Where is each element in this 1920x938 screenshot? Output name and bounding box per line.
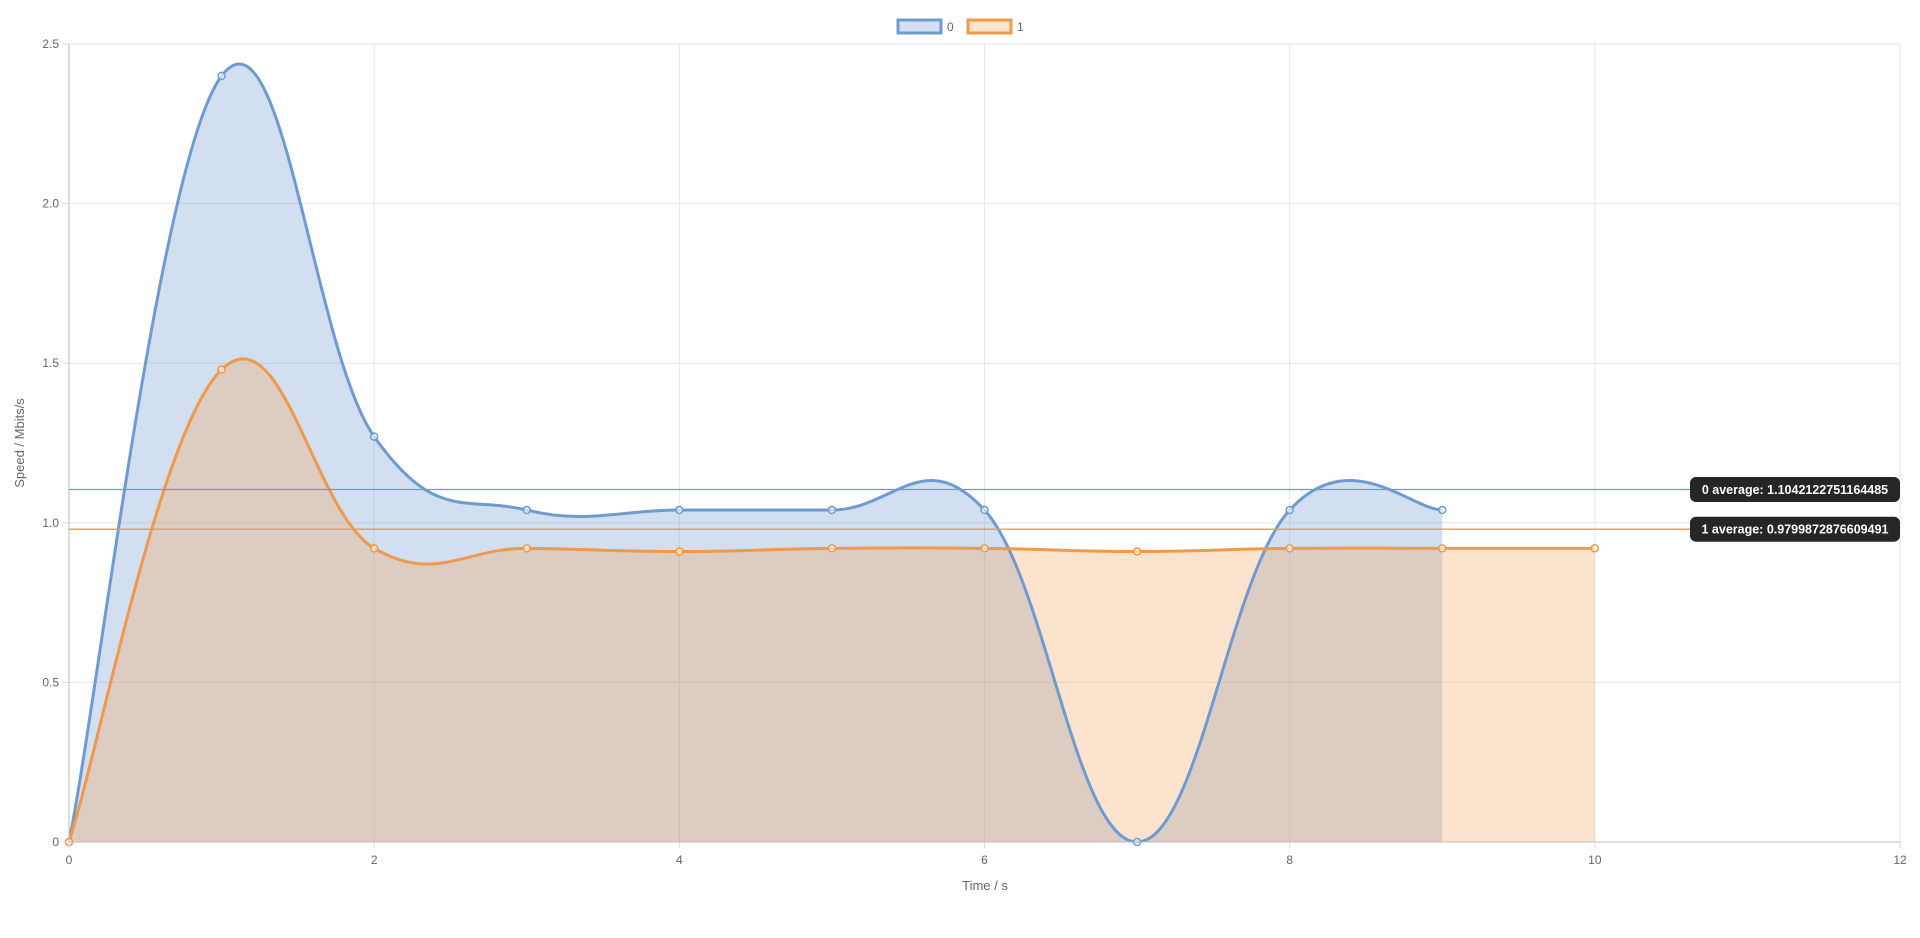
series-1-point[interactable]: [827, 544, 837, 553]
average-label-series-1: 1 average: 0.9799872876609491: [1702, 523, 1889, 537]
x-tick-label: 10: [1588, 853, 1602, 867]
y-tick-label: 0: [52, 835, 59, 849]
y-tick-label: 1.5: [42, 356, 59, 370]
series-0-area: [69, 63, 1443, 843]
average-label-series-0: 0 average: 1.1042122751164485: [1702, 483, 1888, 497]
series-1-area: [69, 358, 1595, 842]
x-tick-label: 2: [371, 853, 378, 867]
series-1-point[interactable]: [980, 544, 989, 553]
average-annotations: 0 average: 1.1042122751164485 1 average: …: [69, 477, 1900, 542]
x-tick-label: 6: [981, 853, 988, 867]
series-1-point[interactable]: [217, 365, 226, 374]
data-points: [64, 71, 1600, 847]
legend-label-series-1[interactable]: 1: [1017, 20, 1024, 34]
series-1-point[interactable]: [675, 547, 684, 556]
series-1-point[interactable]: [1438, 544, 1447, 553]
average-label-box-series-0: [1690, 477, 1900, 503]
series-1-line: [67, 357, 1595, 843]
average-label-box-series-1: [1690, 516, 1900, 542]
series-1-point[interactable]: [1285, 544, 1294, 553]
legend-label-series-0[interactable]: 0: [947, 20, 954, 34]
series-1-point[interactable]: [1590, 544, 1600, 553]
series-0-point[interactable]: [369, 432, 379, 441]
x-axis-title: Time / s: [962, 878, 1008, 893]
series-0-point[interactable]: [675, 505, 684, 515]
x-tick-label: 4: [676, 853, 683, 867]
series-0-point[interactable]: [1285, 505, 1294, 515]
series-1-point[interactable]: [1132, 547, 1142, 556]
series-1-point[interactable]: [522, 544, 531, 553]
y-tick-label: 2.5: [42, 37, 59, 51]
y-axis-title: Speed / Mbits/s: [12, 398, 27, 488]
grid: [68, 43, 1901, 843]
x-tick-label: 8: [1286, 853, 1293, 867]
series-0-point[interactable]: [1438, 505, 1447, 515]
y-tick-label: 1.0: [42, 516, 59, 530]
legend-swatch-series-1[interactable]: [966, 18, 1013, 35]
series-0-point[interactable]: [827, 505, 837, 515]
y-tick-label: 2.0: [42, 197, 59, 211]
series-0-point[interactable]: [217, 71, 226, 81]
series-0-point[interactable]: [980, 505, 989, 515]
axes: 0 0.5 1.0 1.5 2.0 2.5 0 2 4 6 8 10 12: [42, 37, 1907, 867]
legend-swatch-series-0[interactable]: [896, 18, 943, 35]
x-tick-label: 0: [66, 853, 73, 867]
y-tick-label: 0.5: [42, 675, 59, 689]
series-1-point[interactable]: [369, 544, 379, 553]
series-fills: [69, 63, 1595, 843]
series-0-point[interactable]: [522, 505, 531, 515]
x-tick-label: 12: [1893, 853, 1907, 867]
